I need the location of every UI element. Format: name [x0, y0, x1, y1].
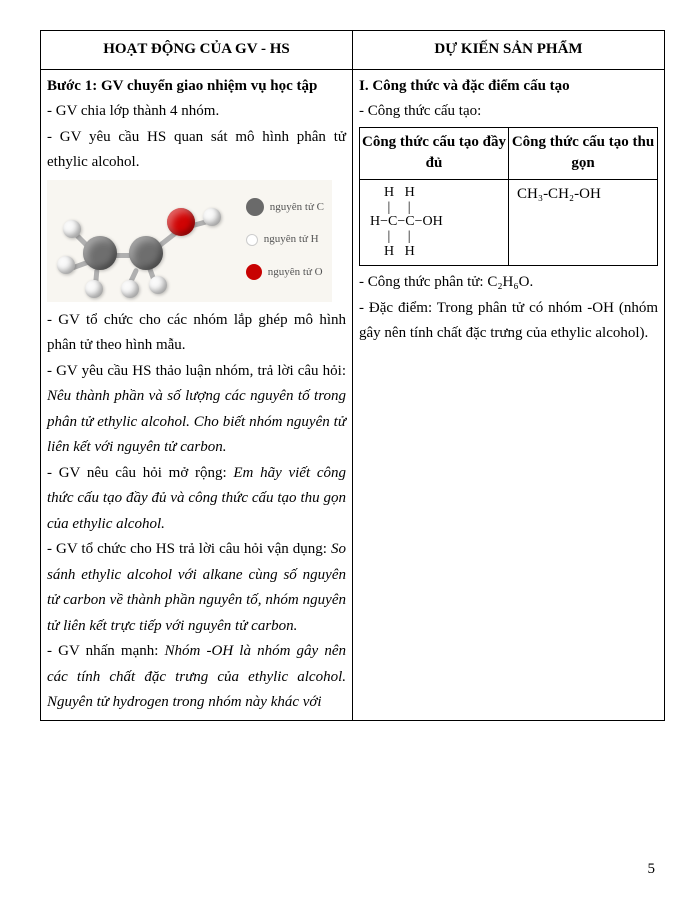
- inner-h2: Công thức cấu tạo thu gọn: [509, 127, 658, 180]
- left-p6: - GV tổ chức cho HS trả lời câu hỏi vận …: [47, 537, 346, 639]
- legend-dot-o: [246, 264, 262, 280]
- page: HOẠT ĐỘNG CỦA GV - HS DỰ KIẾN SẢN PHẨM B…: [0, 0, 700, 746]
- left-p7a: - GV nhấn mạnh:: [47, 643, 165, 659]
- legend-c-label: nguyên tử C: [270, 198, 324, 217]
- left-p2: - GV yêu cầu HS quan sát mô hình phân tử…: [47, 125, 346, 176]
- right-p1: - Công thức cấu tạo:: [359, 99, 658, 125]
- atom-h1: [63, 220, 81, 238]
- legend-h-label: nguyên tử H: [264, 230, 319, 249]
- condensed-structure: CH₃-CH₂-OH: [509, 180, 658, 266]
- left-p5a: - GV nêu câu hỏi mở rộng:: [47, 465, 233, 481]
- legend-o-label: nguyên tử O: [268, 263, 323, 282]
- molecule-figure: nguyên tử C nguyên tử H nguyên tử O: [47, 180, 332, 302]
- left-p7: - GV nhấn mạnh: Nhóm -OH là nhóm gây nên…: [47, 639, 346, 716]
- atom-h3: [85, 280, 103, 298]
- main-table: HOẠT ĐỘNG CỦA GV - HS DỰ KIẾN SẢN PHẨM B…: [40, 30, 665, 721]
- left-cell: Bước 1: GV chuyển giao nhiệm vụ học tập …: [41, 69, 353, 720]
- molecule-stage: [57, 186, 237, 296]
- left-p6a: - GV tổ chức cho HS trả lời câu hỏi vận …: [47, 541, 331, 557]
- header-left: HOẠT ĐỘNG CỦA GV - HS: [41, 31, 353, 70]
- left-p4: - GV yêu cầu HS thảo luận nhóm, trả lời …: [47, 359, 346, 461]
- left-p3: - GV tổ chức cho các nhóm lắp ghép mô hì…: [47, 308, 346, 359]
- right-cell: I. Công thức và đặc điểm cấu tạo - Công …: [353, 69, 665, 720]
- inner-h1: Công thức cấu tạo đầy đủ: [360, 127, 509, 180]
- right-p3: - Đặc điểm: Trong phân tử có nhóm -OH (n…: [359, 296, 658, 347]
- atom-o: [167, 208, 195, 236]
- legend-dot-c: [246, 198, 264, 216]
- atom-h5: [149, 276, 167, 294]
- molecule-legend: nguyên tử C nguyên tử H nguyên tử O: [246, 198, 324, 296]
- header-right: DỰ KIẾN SẢN PHẨM: [353, 31, 665, 70]
- legend-dot-h: [246, 234, 258, 246]
- right-p2: - Công thức phân tử: C₂H₆O.: [359, 270, 658, 296]
- full-structure: H H | | H−C−C−OH | | H H: [360, 180, 509, 266]
- atom-c2: [129, 236, 163, 270]
- atom-c1: [83, 236, 117, 270]
- atom-h2: [57, 256, 75, 274]
- left-p1: - GV chia lớp thành 4 nhóm.: [47, 99, 346, 125]
- atom-h-oh: [203, 208, 221, 226]
- left-p4b: Nêu thành phần và số lượng các nguyên tố…: [47, 388, 346, 455]
- left-p4a: - GV yêu cầu HS thảo luận nhóm, trả lời …: [47, 363, 346, 379]
- formula-table: Công thức cấu tạo đầy đủ Công thức cấu t…: [359, 127, 658, 267]
- page-number: 5: [648, 861, 656, 878]
- step-title: Bước 1: GV chuyển giao nhiệm vụ học tập: [47, 74, 346, 100]
- atom-h4: [121, 280, 139, 298]
- section-title: I. Công thức và đặc điểm cấu tạo: [359, 74, 658, 100]
- left-p5: - GV nêu câu hỏi mở rộng: Em hãy viết cô…: [47, 461, 346, 538]
